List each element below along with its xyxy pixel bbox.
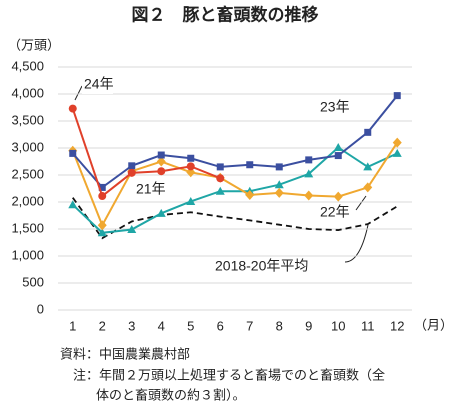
x-tick-label: 2: [99, 318, 106, 333]
leader-line: [355, 195, 367, 211]
marker: [98, 192, 107, 201]
marker: [97, 220, 107, 231]
source: 資料：中国農業農村部: [60, 346, 190, 361]
series-label: 2018-20年平均: [215, 258, 308, 274]
marker: [274, 187, 284, 198]
x-tick-label: 3: [128, 318, 135, 333]
marker: [156, 156, 166, 167]
marker: [68, 104, 77, 113]
marker: [97, 228, 107, 237]
marker: [127, 168, 136, 177]
series-line: [71, 108, 221, 198]
y-unit: （万頭）: [8, 37, 60, 52]
y-tick-label: 500: [22, 274, 44, 289]
marker: [69, 149, 77, 157]
marker: [157, 167, 166, 176]
note: 体のと畜頭数の約３割）。: [96, 387, 246, 402]
marker: [304, 190, 314, 201]
label-bg: [213, 258, 335, 276]
leaders: [74, 85, 369, 263]
leader-line: [344, 224, 369, 263]
y-tick-label: 3,000: [11, 139, 44, 154]
marker: [305, 156, 313, 164]
marker: [393, 92, 401, 100]
leader-line: [74, 85, 83, 101]
x-tick-label: 1: [69, 318, 76, 333]
label-bg: [318, 204, 349, 222]
series-label: 22年: [320, 204, 350, 220]
x-tick-label: 6: [217, 318, 224, 333]
marker: [392, 148, 402, 157]
marker: [274, 180, 284, 189]
marker: [246, 161, 254, 169]
marker: [128, 162, 136, 170]
marker: [157, 151, 165, 159]
marker: [156, 208, 166, 217]
x-unit: （月）: [414, 317, 450, 332]
series-line: [71, 94, 399, 189]
marker: [216, 163, 224, 171]
marker: [363, 162, 373, 171]
series-label: 23年: [320, 99, 350, 115]
marker: [333, 191, 343, 202]
marker: [186, 196, 196, 205]
x-tick-label: 11: [361, 318, 375, 333]
note: 注：年間２万頭以上処理すると畜場でのと畜頭数（全: [73, 367, 385, 382]
marker: [127, 225, 137, 234]
label-bg: [82, 76, 113, 94]
marker: [215, 186, 225, 195]
x-tick-label: 4: [158, 318, 165, 333]
marker: [333, 142, 343, 151]
x-tick-label: 5: [187, 318, 194, 333]
y-tick-label: 1,500: [11, 220, 44, 235]
y-tick-label: 2,500: [11, 166, 44, 181]
marker: [216, 174, 225, 183]
marker: [334, 152, 342, 160]
label-bg: [134, 181, 165, 199]
y-tick-label: 3,500: [11, 112, 44, 127]
marker: [364, 128, 372, 136]
x-tick-label: 10: [331, 318, 345, 333]
marker: [186, 162, 195, 171]
x-tick-label: 7: [246, 318, 253, 333]
x-tick-label: 9: [305, 318, 312, 333]
label-bg: [318, 99, 349, 117]
y-tick-label: 0: [37, 301, 44, 316]
y-tick-label: 1,000: [11, 247, 44, 262]
series-label: 24年: [84, 76, 114, 92]
series-line: [71, 142, 399, 228]
chart-title: 図２ 豚と畜頭数の推移: [132, 4, 319, 24]
y-tick-label: 4,500: [11, 58, 44, 73]
marker: [186, 167, 196, 178]
x-tick-label: 12: [390, 318, 404, 333]
marker: [68, 200, 78, 209]
marker: [98, 183, 106, 191]
y-tick-label: 2,000: [11, 193, 44, 208]
marker: [245, 189, 255, 200]
y-tick-label: 4,000: [11, 85, 44, 100]
marker: [304, 169, 314, 178]
marker: [275, 163, 283, 171]
marker: [187, 154, 195, 162]
x-tick-label: 8: [276, 318, 283, 333]
series-label: 21年: [136, 181, 166, 197]
marker: [392, 137, 402, 148]
marker: [363, 182, 373, 193]
